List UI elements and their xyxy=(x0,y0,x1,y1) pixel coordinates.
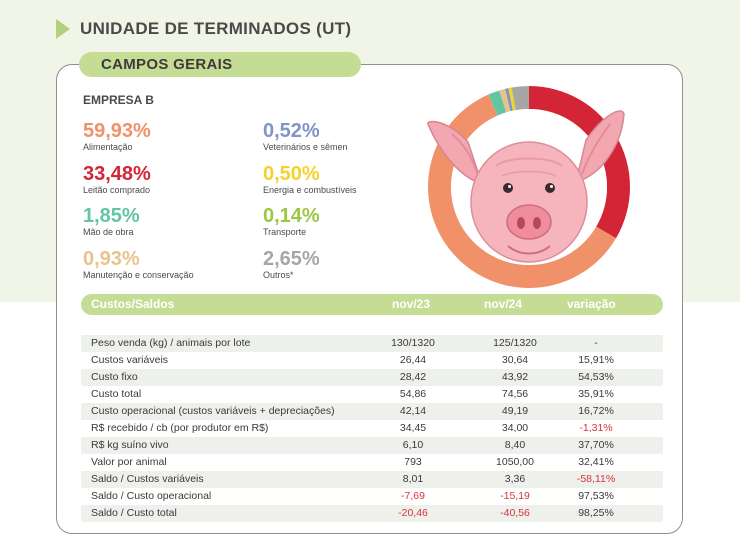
table-row: Valor por animal 793 1050,00 32,41% xyxy=(81,454,663,471)
stat-value: 0,52% xyxy=(263,120,320,142)
table-row: Saldo / Custo operacional -7,69 -15,19 9… xyxy=(81,488,663,505)
donut-segment xyxy=(505,88,513,112)
cell-label: Custo fixo xyxy=(91,371,138,383)
stat-label: Veterinários e sêmen xyxy=(263,142,348,152)
stat-label: Leitão comprado xyxy=(83,185,151,195)
cell-label: Custo total xyxy=(91,388,142,400)
cell-variacao: 54,53% xyxy=(578,371,614,383)
cell-nov24: 8,40 xyxy=(504,439,526,451)
stat-label: Manutenção e conservação xyxy=(83,270,194,280)
stat-value: 2,65% xyxy=(263,248,320,270)
triangle-bullet-icon xyxy=(56,19,70,39)
stat-value: 0,14% xyxy=(263,205,320,227)
cell-label: Peso venda (kg) / animais por lote xyxy=(91,337,251,349)
cell-nov23: -7,69 xyxy=(401,490,425,502)
cell-variacao: 16,72% xyxy=(578,405,614,417)
cell-nov23: -20,46 xyxy=(398,507,428,519)
cell-label: Saldo / Custos variáveis xyxy=(91,473,204,485)
stat-transporte: 0,14% Transporte xyxy=(263,206,320,237)
cell-label: Saldo / Custo total xyxy=(91,507,177,519)
cell-label: Custo operacional (custos variáveis + de… xyxy=(91,405,335,417)
table-row: R$ kg suíno vivo 6,10 8,40 37,70% xyxy=(81,437,663,454)
donut-segment xyxy=(488,90,507,116)
stat-alimentacao: 59,93% Alimentação xyxy=(83,121,151,152)
stat-value: 0,93% xyxy=(83,248,140,270)
cell-nov24: 125/1320 xyxy=(493,337,537,349)
table-row: Custo fixo 28,42 43,92 54,53% xyxy=(81,369,663,386)
table-row: Custo total 54,86 74,56 35,91% xyxy=(81,386,663,403)
table-row: Custo operacional (custos variáveis + de… xyxy=(81,403,663,420)
stat-value: 1,85% xyxy=(83,205,140,227)
table-row: Saldo / Custos variáveis 8,01 3,36 -58,1… xyxy=(81,471,663,488)
cell-label: R$ kg suíno vivo xyxy=(91,439,169,451)
cell-variacao: -1,31% xyxy=(579,422,613,434)
stat-value: 59,93% xyxy=(83,120,151,142)
table-row: Custos variáveis 26,44 30,64 15,91% xyxy=(81,352,663,369)
stat-label: Energia e combustíveis xyxy=(263,185,357,195)
header-nov23: nov/23 xyxy=(392,297,431,311)
header-custos-saldos: Custos/Saldos xyxy=(91,297,175,311)
cell-nov24: 49,19 xyxy=(501,405,529,417)
stat-energia: 0,50% Energia e combustíveis xyxy=(263,164,357,195)
cell-variacao: -58,11% xyxy=(576,473,616,485)
region-name: CAMPOS GERAIS xyxy=(101,56,233,73)
cost-donut-chart xyxy=(427,86,630,288)
cell-nov24: 34,00 xyxy=(501,422,529,434)
cell-nov23: 130/1320 xyxy=(391,337,435,349)
cell-label: Saldo / Custo operacional xyxy=(91,490,212,502)
stat-label: Transporte xyxy=(263,227,307,237)
cell-nov23: 6,10 xyxy=(402,439,424,451)
cell-nov24: -15,19 xyxy=(500,490,530,502)
cell-nov23: 28,42 xyxy=(399,371,427,383)
cell-nov23: 8,01 xyxy=(402,473,424,485)
table-row: R$ recebido / cb (por produtor em R$) 34… xyxy=(81,420,663,437)
pig-icon xyxy=(427,110,625,263)
cell-nov24: 43,92 xyxy=(501,371,529,383)
cell-variacao: 35,91% xyxy=(578,388,614,400)
page-title: UNIDADE DE TERMINADOS (UT) xyxy=(80,19,352,38)
cell-nov23: 26,44 xyxy=(399,354,427,366)
cell-variacao: 32,41% xyxy=(578,456,614,468)
stat-leitao: 33,48% Leitão comprado xyxy=(83,164,151,195)
section-header: UNIDADE DE TERMINADOS (UT) xyxy=(56,19,351,39)
cell-nov23: 34,45 xyxy=(399,422,427,434)
table-row: Peso venda (kg) / animais por lote 130/1… xyxy=(81,335,663,352)
cell-variacao: 37,70% xyxy=(578,439,614,451)
company-name: EMPRESA B xyxy=(83,93,154,107)
donut-segment xyxy=(499,88,511,113)
cell-nov24: 30,64 xyxy=(501,354,529,366)
stat-label: Mão de obra xyxy=(83,227,134,237)
donut-segment xyxy=(512,86,529,111)
table-header: Custos/Saldos nov/23 nov/24 variação xyxy=(81,294,663,315)
table-body: Peso venda (kg) / animais por lote 130/1… xyxy=(81,335,663,522)
cell-nov23: 54,86 xyxy=(399,388,427,400)
cell-label: Custos variáveis xyxy=(91,354,169,366)
stat-label: Alimentação xyxy=(83,142,133,152)
cell-variacao: - xyxy=(594,337,598,349)
stat-outros: 2,65% Outros* xyxy=(263,249,320,280)
donut-segment xyxy=(511,87,517,111)
cell-nov24: 74,56 xyxy=(501,388,529,400)
cell-label: Valor por animal xyxy=(91,456,167,468)
cell-variacao: 98,25% xyxy=(578,507,614,519)
stat-value: 0,50% xyxy=(263,163,320,185)
cell-label: R$ recebido / cb (por produtor em R$) xyxy=(91,422,269,434)
stat-mao-de-obra: 1,85% Mão de obra xyxy=(83,206,140,237)
header-variacao: variação xyxy=(567,297,616,311)
stat-value: 33,48% xyxy=(83,163,151,185)
cell-variacao: 97,53% xyxy=(578,490,614,502)
cell-variacao: 15,91% xyxy=(578,354,614,366)
cell-nov23: 793 xyxy=(404,456,422,468)
cell-nov24: 1050,00 xyxy=(496,456,534,468)
header-nov24: nov/24 xyxy=(484,297,523,311)
cell-nov23: 42,14 xyxy=(399,405,427,417)
stat-label: Outros* xyxy=(263,270,294,280)
cell-nov24: 3,36 xyxy=(504,473,526,485)
cell-nov24: -40,56 xyxy=(500,507,530,519)
table-row: Saldo / Custo total -20,46 -40,56 98,25% xyxy=(81,505,663,522)
stat-veterinarios: 0,52% Veterinários e sêmen xyxy=(263,121,348,152)
donut-segment xyxy=(508,87,516,111)
stat-manutencao: 0,93% Manutenção e conservação xyxy=(83,249,194,280)
region-pill: CAMPOS GERAIS xyxy=(79,52,361,77)
